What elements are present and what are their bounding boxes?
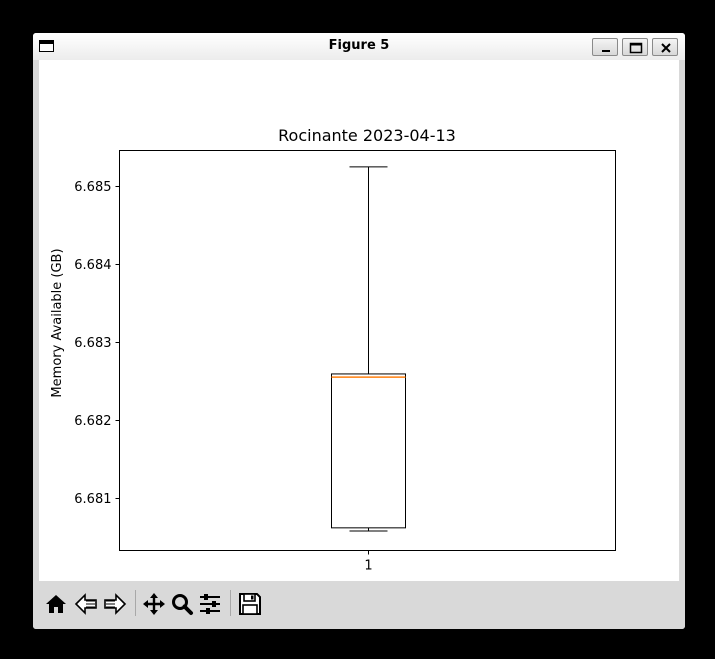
save-button[interactable]	[237, 591, 263, 617]
forward-arrow-icon	[104, 593, 127, 615]
close-icon	[661, 43, 671, 53]
box-plot: Rocinante 2023-04-13 Memory Available (G…	[50, 126, 616, 574]
minimize-icon	[602, 50, 610, 52]
y-tick-label: 6.683	[74, 336, 111, 351]
zoom-button[interactable]	[169, 591, 195, 617]
y-axis-label: Memory Available (GB)	[50, 248, 65, 397]
figure-window: Figure 5 Rocinante 2023-04-13 Memory Ava…	[33, 33, 685, 629]
zoom-magnifier-icon	[172, 594, 193, 615]
chart-title: Rocinante 2023-04-13	[278, 126, 456, 145]
minimize-button[interactable]	[592, 38, 618, 56]
back-arrow-icon	[74, 593, 97, 615]
back-button[interactable]	[73, 591, 99, 617]
sliders-icon	[200, 594, 220, 614]
y-tick-label: 6.681	[74, 492, 111, 507]
title-bar[interactable]: Figure 5	[33, 33, 685, 60]
home-icon	[46, 595, 66, 613]
plot-canvas: Rocinante 2023-04-13 Memory Available (G…	[39, 60, 679, 581]
home-button[interactable]	[43, 591, 69, 617]
configure-subplots-button[interactable]	[197, 591, 223, 617]
y-tick-label: 6.685	[74, 180, 111, 195]
save-disk-icon	[239, 593, 261, 615]
pan-move-icon	[143, 593, 165, 615]
window-title: Figure 5	[328, 38, 390, 53]
maximize-icon	[629, 42, 643, 54]
toolbar-separator	[230, 590, 231, 616]
x-tick-label: 1	[364, 559, 372, 574]
iqr-box	[331, 373, 406, 529]
window-icon	[39, 40, 54, 52]
axes-frame	[119, 150, 616, 551]
y-tick-label: 6.684	[74, 258, 111, 273]
toolbar-separator	[135, 590, 136, 616]
forward-button[interactable]	[102, 591, 128, 617]
navigation-toolbar	[33, 581, 685, 629]
maximize-button[interactable]	[622, 38, 648, 56]
close-button[interactable]	[652, 38, 678, 56]
y-tick-label: 6.682	[74, 414, 111, 429]
pan-button[interactable]	[141, 591, 167, 617]
